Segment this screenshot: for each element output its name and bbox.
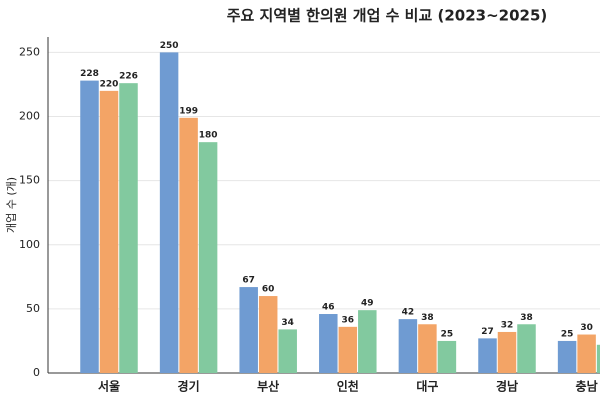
bar	[239, 287, 258, 373]
value-label: 36	[342, 315, 355, 325]
bar	[596, 344, 600, 373]
value-label: 250	[160, 41, 179, 51]
x-tick-label: 서울	[98, 379, 120, 394]
bar	[418, 324, 437, 373]
value-label: 32	[501, 320, 514, 330]
value-label: 60	[262, 285, 275, 295]
value-label: 180	[199, 131, 218, 141]
value-label: 34	[281, 318, 294, 328]
bar	[497, 331, 517, 373]
bar	[179, 117, 198, 374]
value-label: 30	[580, 323, 593, 333]
bar	[159, 52, 179, 373]
bar	[338, 326, 358, 373]
value-label: 38	[520, 313, 533, 323]
bar	[358, 310, 377, 373]
value-label: 67	[242, 276, 255, 286]
bar	[80, 80, 99, 373]
x-tick-label: 인천	[337, 379, 359, 394]
x-tick-label: 경남	[496, 379, 518, 394]
value-label: 42	[402, 308, 415, 318]
y-tick-label: 200	[19, 110, 40, 123]
x-tick-label: 대구	[416, 380, 438, 394]
bar	[478, 338, 497, 373]
bar	[319, 314, 338, 373]
bar	[258, 296, 278, 373]
value-label: 228	[80, 69, 99, 79]
value-label: 49	[361, 299, 374, 309]
x-tick-label: 충남	[576, 379, 598, 394]
bar	[99, 90, 119, 373]
y-tick-label: 100	[19, 238, 40, 251]
value-label: 25	[441, 329, 454, 339]
value-label: 25	[561, 329, 574, 339]
bar	[119, 83, 138, 373]
value-label: 46	[322, 303, 335, 313]
y-tick-label: 0	[33, 366, 40, 379]
y-axis-label: 개업 수 (개)	[5, 177, 18, 233]
y-tick-label: 250	[19, 45, 40, 58]
bar	[398, 319, 418, 373]
bar	[198, 142, 218, 373]
value-label: 38	[421, 313, 434, 323]
bar	[437, 340, 457, 373]
chart-title: 주요 지역별 한의원 개업 수 비교 (2023~2025)	[227, 7, 548, 25]
x-tick-label: 경기	[178, 379, 200, 394]
value-label: 27	[481, 327, 494, 337]
value-label: 226	[119, 72, 138, 82]
bar	[278, 329, 297, 373]
y-tick-label: 150	[19, 174, 40, 187]
bar	[557, 340, 577, 373]
bar	[577, 334, 596, 373]
value-label: 199	[179, 106, 198, 116]
y-tick-label: 50	[26, 302, 40, 315]
value-label: 220	[100, 79, 119, 89]
bar	[517, 324, 536, 373]
x-tick-label: 부산	[257, 379, 279, 394]
